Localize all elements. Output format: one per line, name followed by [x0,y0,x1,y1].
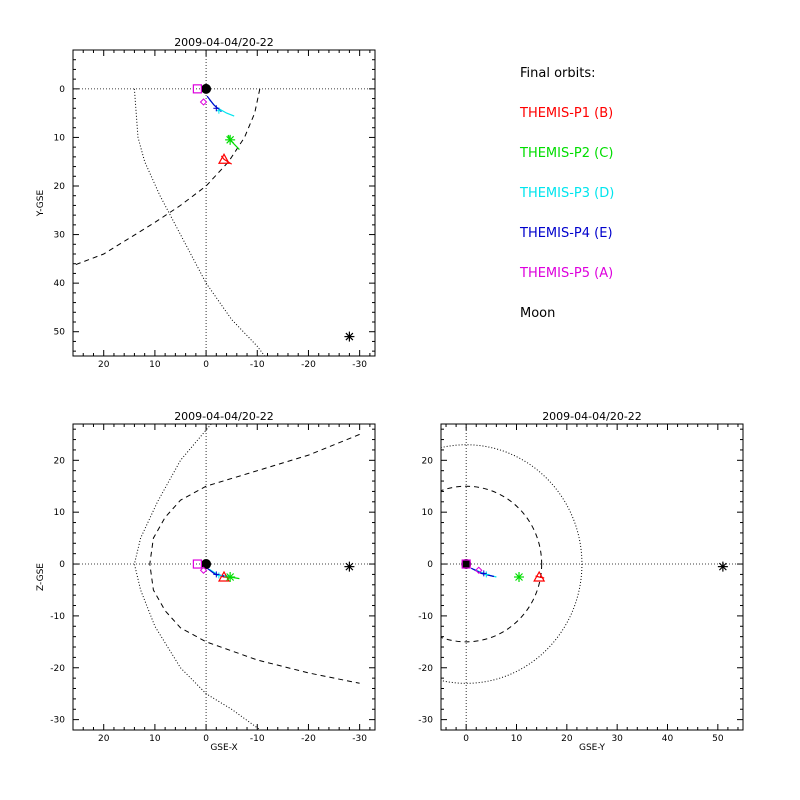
p4-marker [213,105,220,112]
y-tick-label: -20 [50,664,65,674]
chart-title: 2009-04-04/20-22 [542,410,642,423]
panel-xz: 2009-04-04/20-22 GSE-X Z-GSE 20 10 0 -10 -20 -30… [36,410,376,753]
y-tick-label: 0 [59,85,65,95]
y-tick-label: -10 [418,612,433,622]
plot-frame [72,49,376,357]
p4-marker [480,570,487,577]
panel-xy: 2009-04-04/20-22 Y-GSE 20 10 0 -10 -20 -30 0 10 20… [36,36,376,370]
y-tick-label: 20 [54,182,66,192]
p3-marker [483,571,490,578]
x-tick-label: 50 [712,734,724,744]
y-tick-label: 40 [54,279,66,289]
x-tick-label: 40 [662,734,674,744]
x-tick-label: -30 [352,360,367,370]
legend-item-p3: THEMIS-P3 (D) [520,186,615,201]
y-tick-label: -30 [418,716,433,726]
x-tick-label: 20 [98,360,110,370]
x-axis-label: GSE-X [210,743,237,753]
legend-item-p1: THEMIS-P1 (B) [520,106,614,121]
y-tick-label: 10 [54,133,66,143]
y-axis-label: Z-GSE [36,563,46,591]
plot-frame [72,423,376,731]
p2-marker [514,572,525,582]
p5-marker [461,559,471,569]
magnetopause-curve [149,433,360,684]
p4-marker [213,571,220,578]
y-tick-label: -20 [418,664,433,674]
x-tick-label: -20 [301,360,316,370]
earth-marker [461,559,472,570]
y-tick-label: -10 [50,612,65,622]
x-tick-label: 0 [463,734,469,744]
earth-marker [201,83,212,94]
magnetopause-curve [73,88,261,267]
p3-marker [215,572,222,579]
legend-item-moon: Moon [520,306,556,321]
legend-item-p5: THEMIS-P5 (A) [520,266,614,281]
x-tick-label: -20 [301,734,316,744]
p5-diamond-marker [199,566,208,574]
bow-shock-curve [133,88,266,356]
bow-shock-curve [133,424,262,730]
x-axis-label: GSE-Y [579,743,606,753]
p5-diamond-marker [475,566,483,574]
x-tick-label: 0 [203,360,209,370]
p1-marker [217,153,231,164]
magnetopause-circle [441,485,543,643]
x-tick-label: 10 [149,734,161,744]
bow-shock-circle [441,444,583,684]
y-tick-label: 0 [59,560,65,570]
y-tick-label: 20 [54,456,66,466]
y-tick-label: 0 [427,560,433,570]
panel-yz: 2009-04-04/20-22 GSE-Y 0 10 20 30 40 50 -30 -20 -1… [418,410,744,753]
p3-track [208,99,235,117]
p5-marker [192,559,202,569]
plot-frame [440,423,744,731]
moon-marker [344,331,355,342]
legend-title: Final orbits: [520,66,596,81]
x-tick-label: -10 [250,360,265,370]
chart-title: 2009-04-04/20-22 [174,410,274,423]
x-tick-label: -30 [352,734,367,744]
legend-item-p4: THEMIS-P4 (E) [520,226,613,241]
p2-marker [225,134,236,145]
p2-marker [225,572,236,582]
y-axis-label: Y-GSE [36,190,46,218]
legend-item-p2: THEMIS-P2 (C) [520,146,614,161]
p5-diamond-marker [199,98,208,106]
y-tick-label: 10 [54,508,66,518]
chart-title: 2009-04-04/20-22 [174,36,274,49]
x-tick-label: 0 [203,734,209,744]
moon-marker [717,561,728,572]
p1-marker [533,570,546,582]
earth-marker [201,559,212,570]
x-tick-label: 10 [511,734,523,744]
x-tick-label: 10 [149,360,161,370]
moon-marker [344,561,355,572]
y-tick-label: 30 [54,231,66,241]
y-tick-label: 20 [422,456,434,466]
x-tick-label: 30 [611,734,623,744]
y-tick-label: -30 [50,716,65,726]
y-tick-label: 10 [422,508,434,518]
x-tick-label: -10 [250,734,265,744]
x-tick-label: 20 [98,734,110,744]
y-tick-label: 50 [54,328,66,338]
x-tick-label: 20 [561,734,573,744]
p5-marker [192,84,202,94]
